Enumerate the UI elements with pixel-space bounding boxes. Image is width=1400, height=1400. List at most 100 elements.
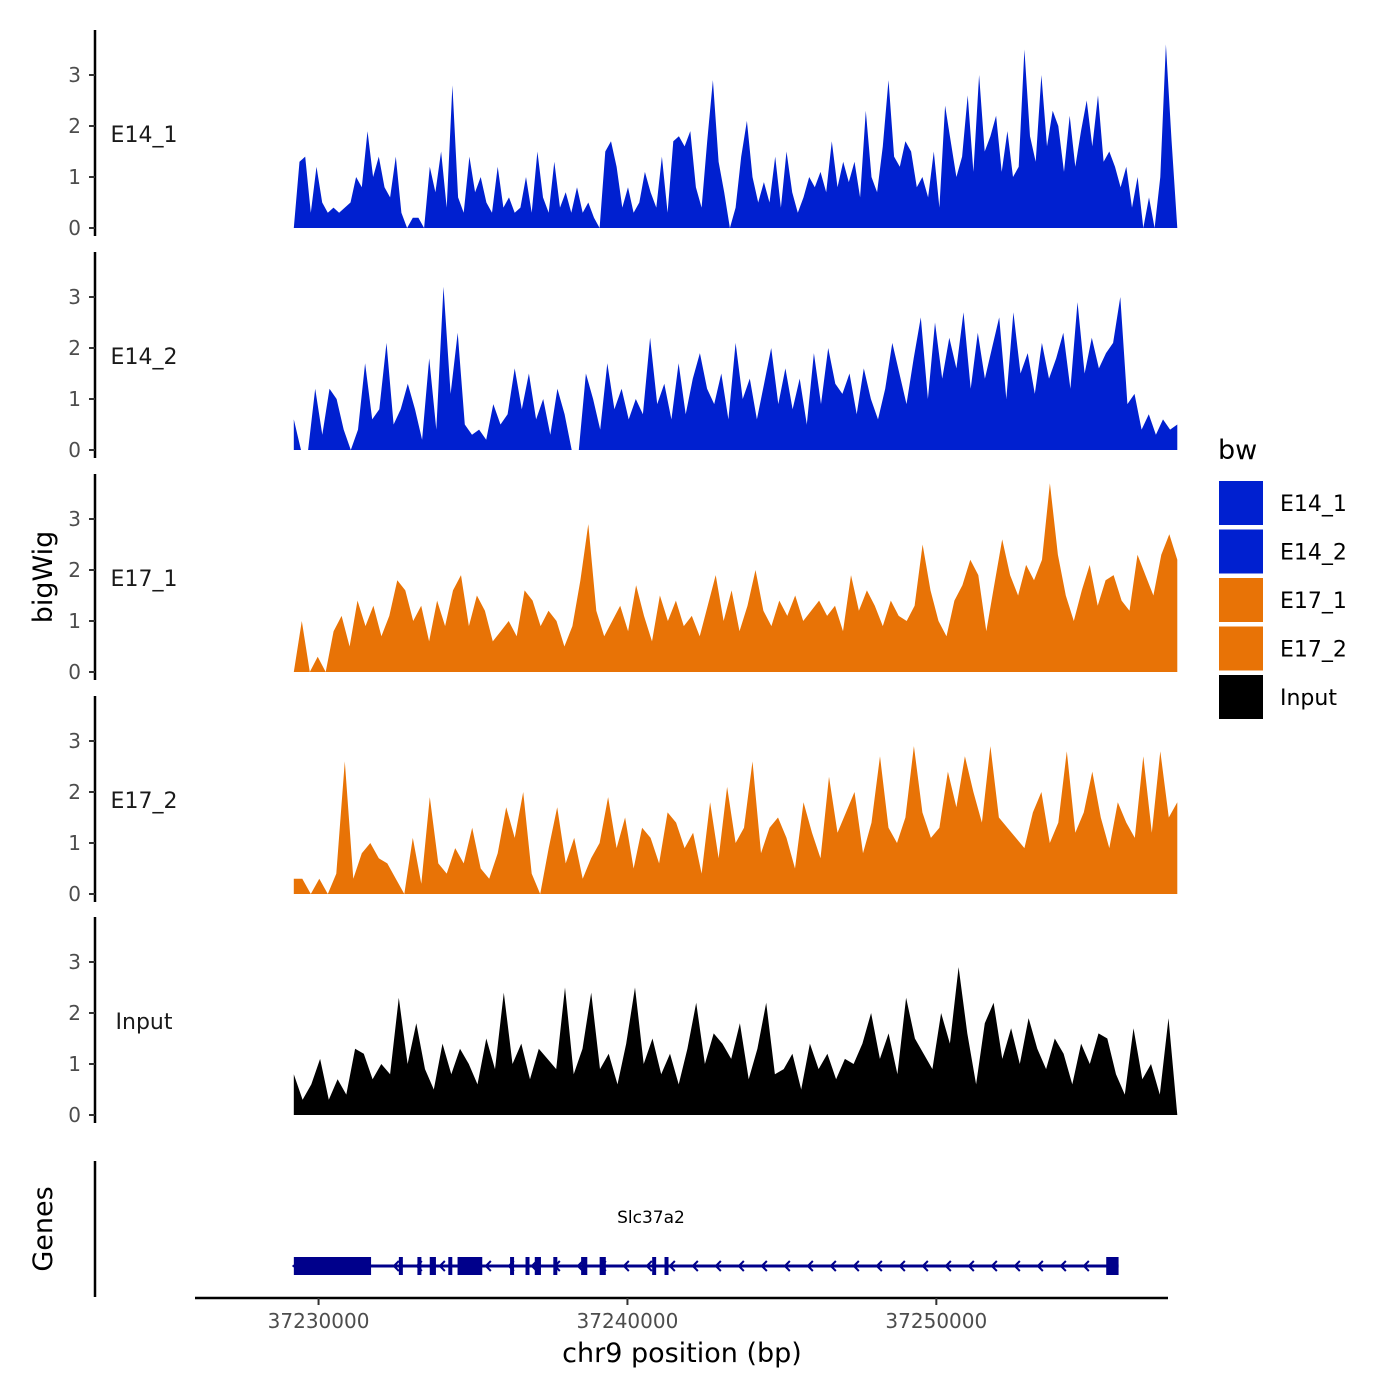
strand-arrow (852, 1260, 860, 1272)
strand-arrow (737, 1260, 745, 1272)
strand-arrow (714, 1260, 722, 1272)
gene-exon (1106, 1257, 1119, 1275)
track-label-E17_2: E17_2 (111, 789, 178, 814)
track-label-E17_1: E17_1 (111, 567, 178, 592)
legend-label: E14_1 (1280, 492, 1347, 517)
gene-exon (448, 1257, 453, 1275)
y-tick-label: 0 (68, 216, 81, 240)
track-E14_2: 0 1 2 3 E14_2 (68, 252, 1178, 462)
track-Input: 0 1 2 3 Input (68, 917, 1178, 1127)
track-E17_2: 0 1 2 3 E17_2 (68, 696, 1178, 906)
legend-item-E17_1: E17_1 (1219, 578, 1347, 622)
y-tick-label: 1 (68, 831, 81, 855)
x-axis-title: chr9 position (bp) (562, 1338, 802, 1369)
coverage-area-E17_1 (293, 483, 1178, 672)
y-tick-label: 0 (68, 438, 81, 462)
gene-exon (534, 1257, 541, 1275)
strand-arrow (691, 1260, 699, 1272)
y-tick-label: 3 (68, 729, 81, 753)
strand-arrow (829, 1260, 837, 1272)
strand-arrow (1036, 1260, 1044, 1272)
y-tick-label: 3 (68, 285, 81, 309)
legend: bw E14_1 E14_2 E17_1 E17_2 Input (1218, 435, 1347, 719)
strand-arrow (875, 1260, 883, 1272)
gene-track: Slc37a2 (93, 1161, 1119, 1297)
y-tick-label: 2 (68, 1001, 81, 1025)
y-tick-label: 0 (68, 882, 81, 906)
gene-exon (525, 1257, 530, 1275)
gene-exon (553, 1257, 558, 1275)
coverage-area-E17_2 (293, 746, 1178, 894)
x-axis: 37230000 37240000 37250000 (195, 1296, 1168, 1333)
strand-arrow (921, 1260, 929, 1272)
y-tick-label: 2 (68, 336, 81, 360)
bigwig-tracks: 0 1 2 3 E14_1 0 1 2 3 E14_2 0 1 2 3 E17_1 0 1 2 3 E17_2 0 1 2 3… (68, 30, 1178, 1127)
gene-name-label: Slc37a2 (617, 1208, 685, 1228)
y-tick-label: 1 (68, 387, 81, 411)
strand-arrow (1013, 1260, 1021, 1272)
y-tick-label: 3 (68, 507, 81, 531)
y-axis-title: bigWig (28, 531, 59, 624)
strand-arrow (484, 1260, 492, 1272)
coverage-area-E14_1 (293, 44, 1178, 229)
strand-arrow (645, 1260, 653, 1272)
legend-item-E17_2: E17_2 (1219, 626, 1347, 671)
strand-arrow (392, 1260, 400, 1272)
y-tick-label: 0 (68, 660, 81, 684)
strand-arrow (990, 1260, 998, 1272)
y-tick-label: 1 (68, 1052, 81, 1076)
strand-arrow (944, 1260, 952, 1272)
gene-exon (457, 1257, 483, 1275)
y-tick-label: 2 (68, 558, 81, 582)
y-tick-label: 1 (68, 609, 81, 633)
legend-item-E14_1: E14_1 (1219, 481, 1347, 525)
strand-arrow (438, 1260, 446, 1272)
strand-arrow (760, 1260, 768, 1272)
x-tick-label: 37230000 (268, 1309, 370, 1333)
strand-arrow (1059, 1260, 1067, 1272)
legend-swatch (1219, 675, 1263, 719)
legend-swatch (1219, 529, 1263, 574)
y-tick-label: 2 (68, 114, 81, 138)
legend-label: Input (1280, 686, 1337, 711)
y-tick-label: 3 (68, 63, 81, 87)
x-tick-label: 37240000 (577, 1309, 679, 1333)
legend-label: E17_2 (1280, 638, 1347, 663)
y-tick-label: 3 (68, 950, 81, 974)
legend-label: E14_2 (1280, 541, 1347, 566)
coverage-area-E14_2 (293, 286, 1178, 450)
strand-arrow (668, 1260, 676, 1272)
y-tick-label: 1 (68, 165, 81, 189)
gene-exon (664, 1257, 669, 1275)
y-tick-label: 0 (68, 1103, 81, 1127)
gene-exon (398, 1257, 403, 1275)
legend-label: E17_1 (1280, 589, 1347, 614)
strand-arrow (806, 1260, 814, 1272)
track-label-E14_2: E14_2 (111, 345, 178, 370)
strand-arrow (622, 1260, 630, 1272)
y-tick-label: 2 (68, 780, 81, 804)
strand-arrow (1082, 1260, 1090, 1272)
x-tick-label: 37250000 (885, 1309, 987, 1333)
track-label-E14_1: E14_1 (111, 123, 178, 148)
genes-track-title: Genes (28, 1186, 59, 1271)
legend-swatch (1219, 481, 1263, 525)
track-E14_1: 0 1 2 3 E14_1 (68, 30, 1178, 240)
legend-swatch (1219, 578, 1263, 622)
legend-swatch (1219, 626, 1263, 671)
gene-exon (599, 1257, 606, 1275)
coverage-area-Input (293, 967, 1178, 1115)
legend-title: bw (1218, 435, 1257, 466)
gene-exon (510, 1257, 515, 1275)
gene-exon (429, 1257, 436, 1275)
strand-arrow (898, 1260, 906, 1272)
track-E17_1: 0 1 2 3 E17_1 (68, 474, 1178, 684)
legend-item-Input: Input (1219, 675, 1337, 719)
gene-exon (581, 1257, 588, 1275)
legend-item-E14_2: E14_2 (1219, 529, 1347, 574)
strand-arrow (783, 1260, 791, 1272)
gene-exon (652, 1257, 657, 1275)
gene-exon (293, 1257, 372, 1275)
gene-exon (417, 1257, 422, 1275)
